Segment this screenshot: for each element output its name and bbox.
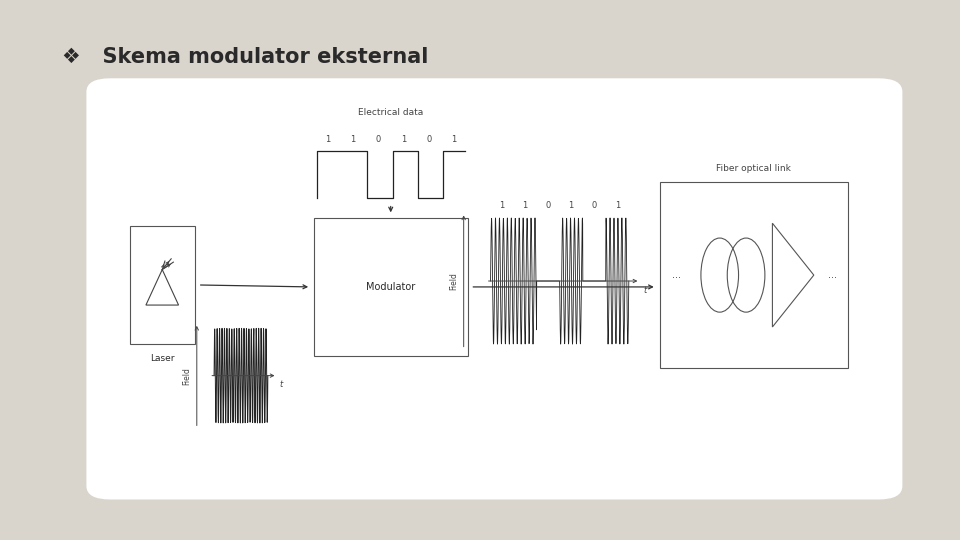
Text: t: t xyxy=(643,286,646,295)
Text: Electrical data: Electrical data xyxy=(358,107,423,117)
Text: 0: 0 xyxy=(591,201,597,210)
Text: 1: 1 xyxy=(324,136,330,145)
Text: ...: ... xyxy=(828,270,837,280)
Text: 1: 1 xyxy=(614,201,620,210)
FancyBboxPatch shape xyxy=(314,218,468,356)
Text: Fiber optical link: Fiber optical link xyxy=(716,164,791,173)
Text: 1: 1 xyxy=(499,201,505,210)
Text: 1: 1 xyxy=(451,136,457,145)
Text: Laser: Laser xyxy=(150,354,175,363)
Text: Modulator: Modulator xyxy=(366,282,416,292)
Text: 1: 1 xyxy=(568,201,574,210)
Text: 1: 1 xyxy=(350,136,355,145)
Text: ...: ... xyxy=(672,270,681,280)
Text: 1: 1 xyxy=(522,201,528,210)
Text: 1: 1 xyxy=(400,136,406,145)
Text: t: t xyxy=(279,380,282,389)
FancyBboxPatch shape xyxy=(660,183,848,368)
Text: Field: Field xyxy=(182,367,192,384)
Text: Field: Field xyxy=(449,272,459,290)
FancyBboxPatch shape xyxy=(86,78,902,500)
Text: 0: 0 xyxy=(426,136,431,145)
Text: 0: 0 xyxy=(545,201,551,210)
Text: 0: 0 xyxy=(375,136,381,145)
FancyBboxPatch shape xyxy=(130,226,195,344)
Text: ❖   Skema modulator eksternal: ❖ Skema modulator eksternal xyxy=(62,46,429,67)
